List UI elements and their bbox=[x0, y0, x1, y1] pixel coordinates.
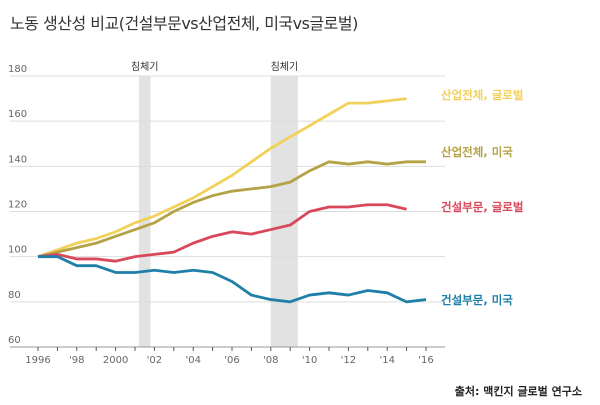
legend-label-4: 건설부문, 미국 bbox=[441, 293, 513, 307]
x-tick-label: 1996 bbox=[25, 355, 50, 366]
legend-label-3: 건설부문, 글로벌 bbox=[441, 200, 523, 214]
x-tick-label: '04 bbox=[185, 355, 200, 366]
legend-label-1: 산업전체, 글로벌 bbox=[441, 88, 523, 102]
y-tick-label: 80 bbox=[8, 290, 21, 301]
chart-title: 노동 생산성 비교(건설부문vs산업전체, 미국vs글로벌) bbox=[10, 14, 358, 33]
series-line-1 bbox=[37, 97, 407, 258]
x-tick-label: '08 bbox=[263, 355, 278, 366]
x-tick-label: '98 bbox=[69, 355, 84, 366]
source-note: 출처: 맥킨지 글로벌 연구소 bbox=[454, 385, 582, 398]
y-tick-label: 100 bbox=[8, 245, 27, 256]
x-tick-label: '14 bbox=[379, 355, 394, 366]
recession-label: 침체기 bbox=[131, 61, 159, 73]
x-tick-label: '12 bbox=[341, 355, 356, 366]
x-tick-label: '06 bbox=[224, 355, 239, 366]
x-tick-label: '16 bbox=[418, 355, 433, 366]
x-tick-label: 2000 bbox=[103, 355, 128, 366]
series-line-4 bbox=[38, 255, 427, 304]
y-tick-label: 60 bbox=[8, 335, 21, 346]
legend-label-2: 산업전체, 미국 bbox=[441, 145, 513, 159]
x-tick-label: '02 bbox=[147, 355, 162, 366]
y-tick-label: 120 bbox=[8, 200, 27, 211]
y-tick-label: 140 bbox=[8, 154, 27, 165]
y-tick-label: 180 bbox=[8, 64, 27, 75]
x-tick-label: '10 bbox=[302, 355, 317, 366]
recession-label: 침체기 bbox=[271, 61, 299, 73]
series-line-2 bbox=[37, 160, 426, 259]
series-line-3 bbox=[37, 203, 407, 263]
y-tick-label: 160 bbox=[8, 109, 27, 120]
